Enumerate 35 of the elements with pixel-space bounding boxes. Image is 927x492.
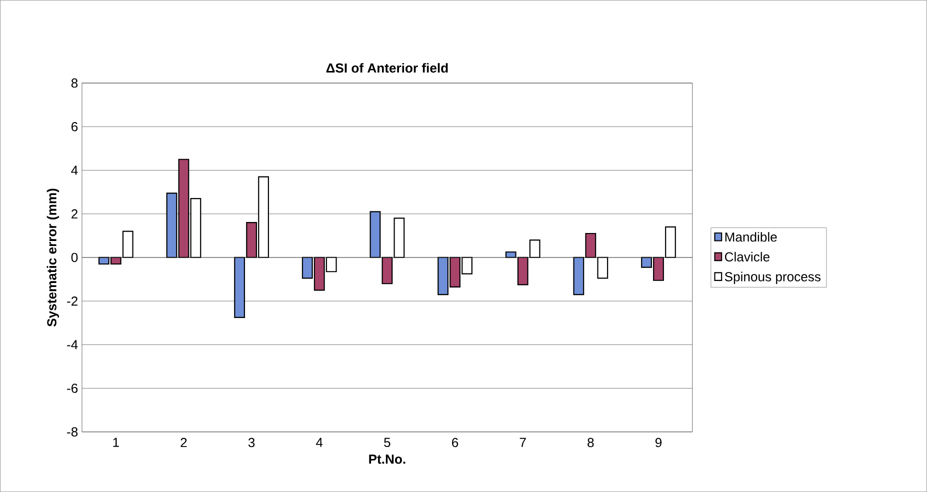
bar bbox=[394, 218, 405, 258]
x-tick-label: 9 bbox=[655, 438, 662, 448]
x-tick-label: 8 bbox=[588, 438, 594, 448]
bar bbox=[234, 256, 245, 318]
y-tick-label: -4 bbox=[67, 340, 78, 350]
chart-title: ΔSI of Anterior field bbox=[326, 63, 448, 73]
y-tick-label: 0 bbox=[71, 252, 78, 262]
y-tick-label: -6 bbox=[67, 384, 78, 393]
x-tick-label: 3 bbox=[248, 438, 255, 448]
bar bbox=[529, 239, 540, 258]
legend-label: Clavicle bbox=[724, 252, 770, 262]
bar bbox=[370, 211, 381, 258]
y-tick-label: 4 bbox=[71, 166, 78, 175]
x-tick-label: 7 bbox=[520, 438, 526, 447]
bar bbox=[597, 256, 608, 279]
bar bbox=[665, 226, 676, 258]
legend-label: Spinous process bbox=[724, 272, 821, 284]
bar bbox=[573, 256, 584, 296]
x-axis-title: Pt.No. bbox=[369, 454, 406, 464]
y-tick-label: 8 bbox=[71, 78, 78, 88]
y-axis-title: Systematic error (mm) bbox=[46, 188, 60, 327]
y-tick-label: 2 bbox=[72, 209, 78, 218]
x-tick-label: 4 bbox=[316, 438, 323, 447]
y-tick-label: -2 bbox=[67, 296, 78, 306]
y-tick-label: 6 bbox=[72, 122, 78, 132]
legend-label: Mandible bbox=[725, 232, 777, 242]
x-tick-label: 6 bbox=[452, 438, 458, 448]
bar bbox=[122, 230, 134, 258]
x-tick-label: 1 bbox=[113, 438, 119, 447]
x-tick-label: 5 bbox=[384, 438, 390, 448]
y-tick-label: -8 bbox=[67, 427, 78, 436]
x-tick-label: 2 bbox=[180, 438, 187, 448]
bar bbox=[382, 256, 393, 284]
bar bbox=[585, 232, 596, 258]
bar bbox=[517, 256, 528, 286]
